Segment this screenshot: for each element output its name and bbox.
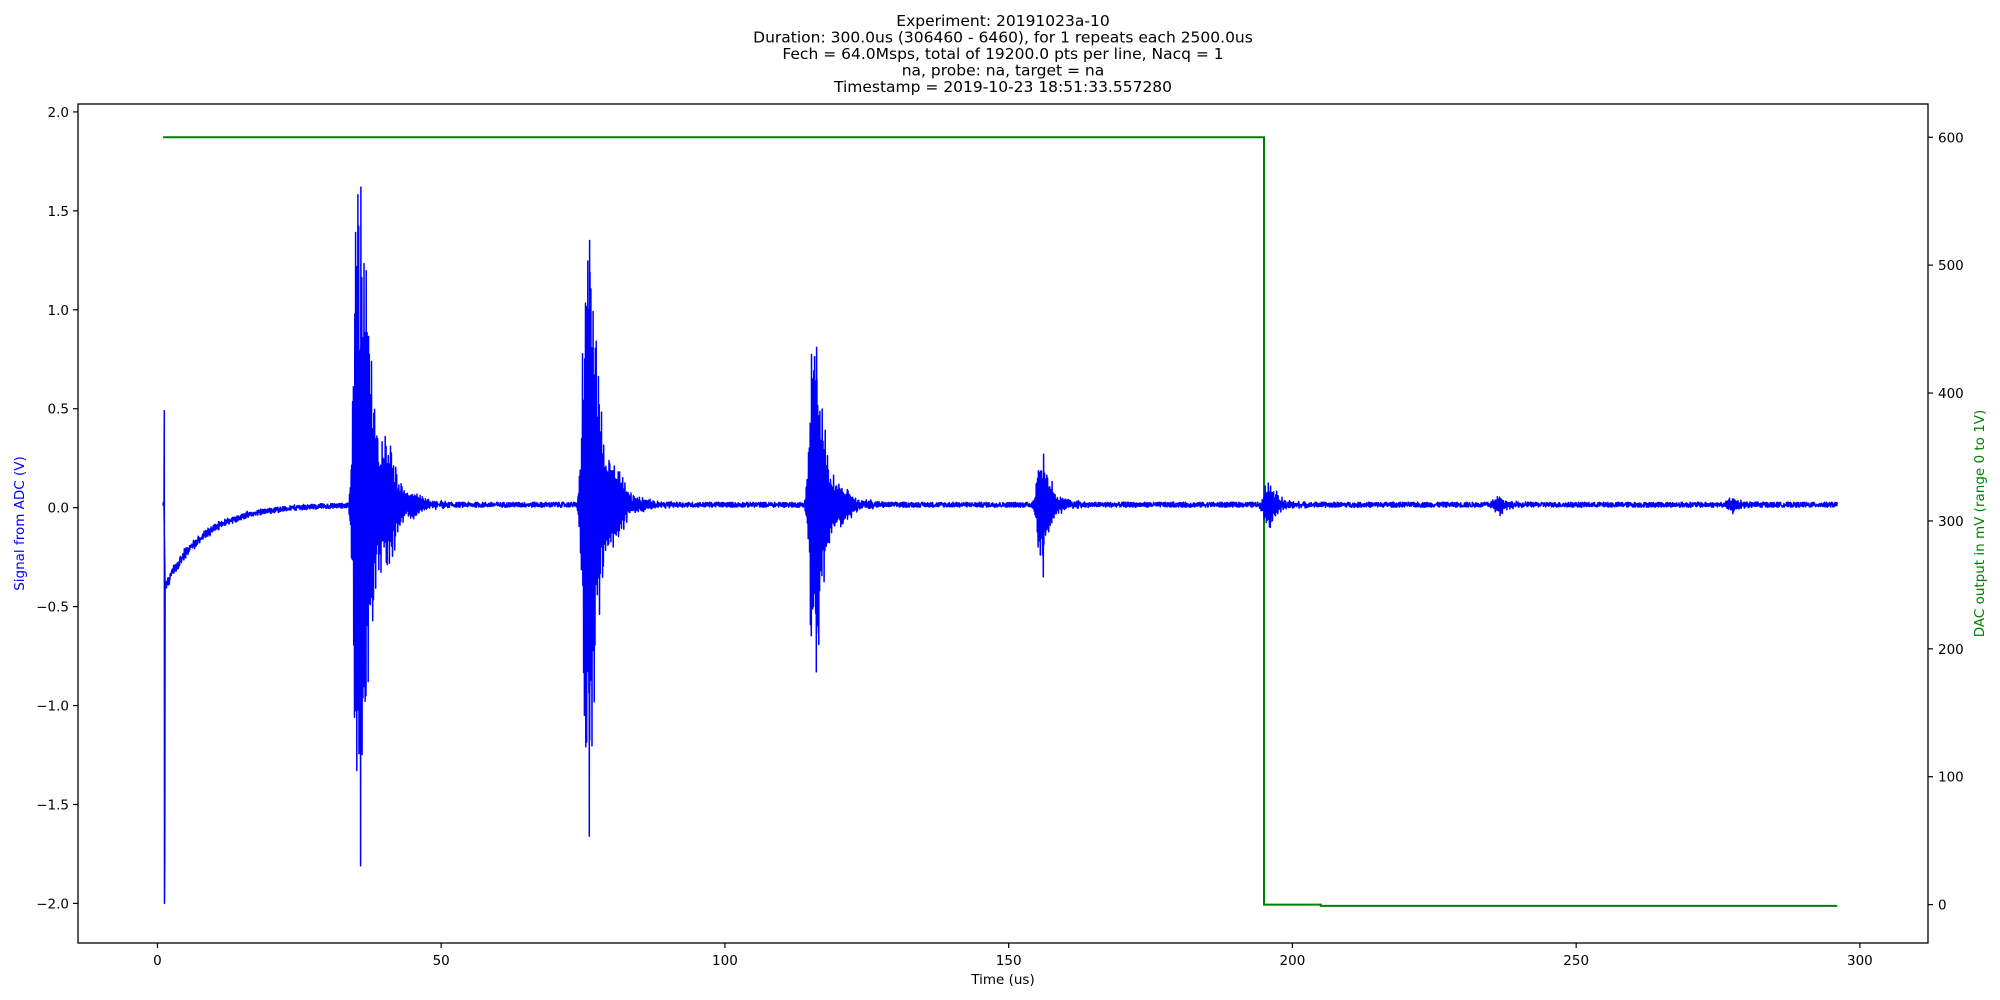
y2-axis-label: DAC output in mV (range 0 to 1V) bbox=[1972, 410, 1988, 638]
plot-frame bbox=[77, 103, 1929, 944]
y2-tick-label: 300 bbox=[1938, 514, 1964, 530]
x-tick-label: 150 bbox=[996, 953, 1022, 969]
title-line: Fech = 64.0Msps, total of 19200.0 pts pe… bbox=[782, 45, 1223, 63]
x-tick-label: 0 bbox=[153, 953, 162, 969]
y-tick-label: 1.5 bbox=[48, 204, 69, 220]
y-tick-label: −0.5 bbox=[36, 600, 69, 616]
title-line: Experiment: 20191023a-10 bbox=[896, 12, 1109, 30]
plot-border bbox=[77, 103, 1929, 944]
y-tick-label: −1.5 bbox=[36, 797, 69, 813]
y2-tick-label: 100 bbox=[1938, 770, 1964, 786]
y-axis-right: 600 500 400 300 200 100 0 bbox=[1928, 130, 1964, 914]
dac-series bbox=[163, 136, 1838, 907]
x-tick-label: 200 bbox=[1280, 953, 1306, 969]
x-axis-label: Time (us) bbox=[970, 972, 1034, 988]
signal-line bbox=[162, 186, 1838, 905]
title-line: Timestamp = 2019-10-23 18:51:33.557280 bbox=[833, 78, 1172, 96]
y-tick-label: 2.0 bbox=[48, 105, 69, 121]
title-line: na, probe: na, target = na bbox=[902, 62, 1105, 80]
y-tick-label: 1.0 bbox=[48, 303, 69, 319]
y-tick-label: 0.5 bbox=[48, 402, 69, 418]
x-tick-label: 50 bbox=[433, 953, 450, 969]
x-tick-label: 100 bbox=[712, 953, 738, 969]
y2-tick-label: 200 bbox=[1938, 642, 1964, 658]
dac-line bbox=[163, 136, 1838, 907]
y-axis-left: 2.0 1.5 1.0 0.5 0.0 −0.5 −1.0 −1.5 −2.0 bbox=[36, 105, 78, 912]
y-tick-label: −2.0 bbox=[36, 896, 69, 912]
title-line: Duration: 300.0us (306460 - 6460), for 1… bbox=[753, 29, 1253, 47]
x-tick-label: 300 bbox=[1847, 953, 1873, 969]
signal-series bbox=[162, 186, 1838, 905]
y-axis-label: Signal from ADC (V) bbox=[12, 456, 28, 591]
y2-tick-label: 600 bbox=[1938, 130, 1964, 146]
y-tick-label: 0.0 bbox=[48, 501, 69, 517]
y2-tick-label: 0 bbox=[1938, 898, 1947, 914]
y2-tick-label: 500 bbox=[1938, 258, 1964, 274]
y2-tick-label: 400 bbox=[1938, 386, 1964, 402]
x-tick-label: 250 bbox=[1563, 953, 1589, 969]
y-tick-label: −1.0 bbox=[36, 699, 69, 715]
x-axis: 0 50 100 150 200 250 300 bbox=[153, 943, 1873, 969]
